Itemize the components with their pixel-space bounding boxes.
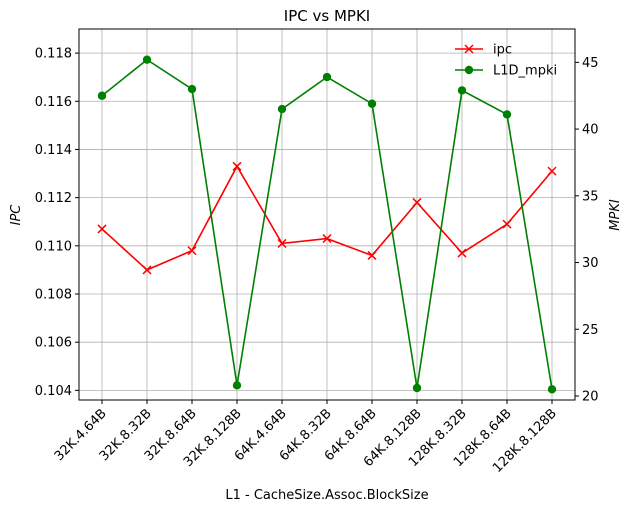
data-point — [322, 234, 332, 244]
left-y-tick-label: 0.114 — [35, 143, 72, 158]
data-point — [232, 381, 242, 390]
data-point — [547, 385, 557, 394]
legend-label: ipc — [493, 43, 512, 58]
data-point — [457, 86, 467, 95]
data-point — [142, 265, 152, 275]
data-point — [97, 91, 107, 100]
left-y-tick-label: 0.110 — [35, 239, 72, 254]
legend-marker — [464, 65, 474, 75]
right-y-tick-label: 30 — [582, 256, 599, 271]
x-axis: 32K.4.64B32K.8.32B32K.8.64B32K.8.128B64K… — [52, 400, 560, 476]
legend-entry: ipc — [455, 43, 512, 58]
legend-label: L1D_mpki — [493, 64, 557, 79]
data-point — [322, 72, 332, 82]
data-point — [142, 55, 152, 64]
x-axis-title: L1 - CacheSize.Assoc.BlockSize — [225, 488, 428, 503]
left-y-tick-label: 0.106 — [35, 336, 72, 351]
left-y-tick-label: 0.104 — [35, 384, 72, 399]
right-y-tick-label: 20 — [582, 389, 599, 404]
data-point — [277, 238, 287, 248]
data-point — [277, 104, 287, 114]
data-point — [187, 246, 197, 256]
right-y-tick-label: 45 — [582, 56, 599, 71]
data-point — [412, 383, 422, 393]
legend: ipc L1D_mpki — [455, 43, 557, 79]
grid — [79, 29, 575, 400]
left-y-tick-label: 0.108 — [35, 288, 72, 303]
series-l1d-mpki — [97, 55, 557, 394]
data-point — [232, 161, 242, 171]
legend-marker — [464, 44, 474, 54]
data-point — [457, 248, 467, 258]
legend-entry: L1D_mpki — [455, 64, 557, 79]
left-y-tick-label: 0.112 — [35, 191, 72, 206]
data-point — [547, 166, 557, 176]
series-layer — [97, 55, 557, 394]
data-point — [502, 219, 512, 229]
data-point — [367, 250, 377, 260]
right-y-tick-label: 40 — [582, 123, 599, 138]
right-y-tick-label: 25 — [582, 323, 599, 338]
data-point — [367, 99, 377, 108]
left-y-tick-label: 0.116 — [35, 95, 72, 110]
chart-title: IPC vs MPKI — [284, 7, 370, 25]
data-point — [412, 197, 422, 207]
data-point — [502, 110, 512, 119]
data-point — [97, 224, 107, 234]
right-axis-title: MPKI — [608, 199, 623, 231]
series-ipc — [97, 161, 557, 275]
left-axis-title: IPC — [9, 204, 24, 226]
left-y-tick-label: 0.118 — [35, 47, 72, 62]
left-axis: 0.104 0.106 0.108 0.110 0.112 0.114 0.116 0.118 — [35, 47, 79, 399]
data-point — [187, 84, 197, 94]
right-y-tick-label: 35 — [582, 189, 599, 204]
right-axis: 20 25 30 35 40 45 — [575, 56, 599, 404]
